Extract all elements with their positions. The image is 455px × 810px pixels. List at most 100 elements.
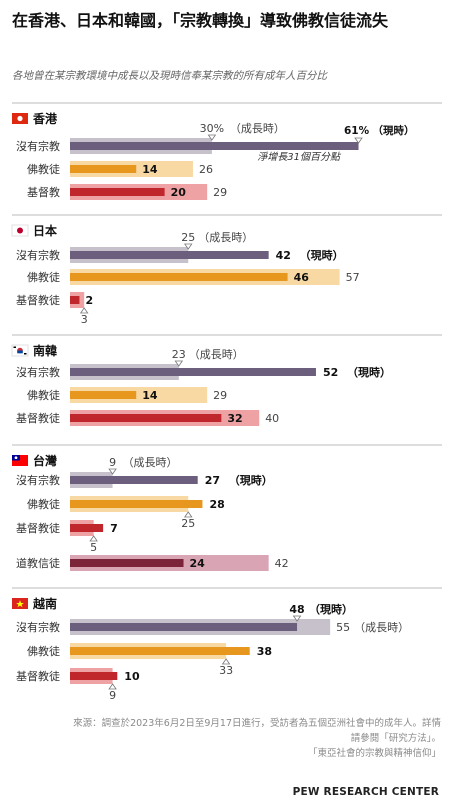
group-kr-row-1-category-label: 佛教徒 xyxy=(27,388,60,402)
flag-tw-icon-sun xyxy=(14,456,18,460)
source-line-1: 來源：調查於2023年6月2日至9月17日進行，受訪者為五個亞洲社會中的成年人。… xyxy=(73,718,441,729)
group-hk-row-0-raised-marker xyxy=(207,134,217,141)
group-tw-row-0-category-label: 沒有宗教 xyxy=(16,473,60,487)
group-vn-row-1-current-value: 38 xyxy=(257,645,272,658)
group-tw-row-2-current-value: 7 xyxy=(110,522,118,535)
group-hk-row-1-category-label: 佛教徒 xyxy=(27,162,60,176)
flag-kr-icon-trigram xyxy=(24,353,27,355)
group-vn-row-0-current-bar xyxy=(70,623,298,631)
group-jp-row-2-current-bar xyxy=(70,296,80,304)
group-jp-row-1-current-bar xyxy=(70,273,288,281)
group-kr-row-0-raised-value: 23 xyxy=(172,348,186,361)
group-tw-row-3-raised-value: 42 xyxy=(275,557,289,570)
group-tw-row-2-raised-marker xyxy=(89,535,98,542)
group-jp-row-0-raised-value: 25 xyxy=(181,231,195,244)
group-kr-row-1-raised-value: 29 xyxy=(213,389,227,402)
group-tw-row-2-category-label: 基督教徒 xyxy=(16,521,60,535)
group-tw-row-1-current-bar xyxy=(70,500,203,508)
group-tw-row-3-category-label: 道教信徒 xyxy=(16,556,60,570)
group-vn-row-2-current-value: 10 xyxy=(124,670,140,683)
group-vn-row-0-raised-tag: （成長時） xyxy=(354,621,409,634)
group-hk-row-1-current-bar xyxy=(70,165,137,173)
group-hk-row-0-raised-value: 30% xyxy=(200,122,224,135)
group-vn-row-0-current-marker xyxy=(292,615,302,622)
group-vn-row-0-current-tag: （現時） xyxy=(309,602,353,616)
flag-hk-icon-flower xyxy=(17,115,23,122)
group-jp-row-2-current-value: 2 xyxy=(85,294,93,307)
group-vn-label: 越南 xyxy=(32,596,57,611)
group-hk-row-0-current-marker xyxy=(354,137,363,144)
group-tw-row-0-raised-marker xyxy=(108,468,117,475)
group-hk-row-2-raised-value: 29 xyxy=(213,186,227,199)
group-tw-row-1-current-value: 28 xyxy=(209,498,224,511)
group-vn-row-2-raised-marker xyxy=(108,683,117,690)
group-kr-row-0-current-tag: （現時） xyxy=(347,365,391,379)
group-tw-row-2-raised-value: 5 xyxy=(90,541,97,554)
group-jp-row-0-raised-marker xyxy=(183,243,193,250)
group-tw-row-1-category-label: 佛教徒 xyxy=(27,497,60,511)
group-tw-row-2-current-bar xyxy=(70,524,104,532)
group-jp-row-0-current-tag: （現時） xyxy=(300,248,344,262)
brand-logo-text: PEW RESEARCH CENTER xyxy=(292,786,439,798)
group-vn-row-1-category-label: 佛教徒 xyxy=(27,644,60,658)
group-vn-row-0-raised-value: 55 xyxy=(336,621,350,634)
group-vn-row-1-current-bar xyxy=(70,647,250,655)
group-tw-row-0-current-tag: （現時） xyxy=(229,473,273,487)
group-kr-row-2-current-value: 32 xyxy=(227,412,242,425)
chart-subtitle: 各地曾在某宗教環境中成長以及現時信奉某宗教的所有成年人百分比 xyxy=(12,70,327,82)
group-jp-row-0-current-value: 42 xyxy=(276,249,291,262)
group-kr-row-0-raised-tag: （成長時） xyxy=(189,348,244,361)
group-jp-row-2-category-label: 基督教徒 xyxy=(16,293,60,307)
group-kr-row-2-raised-value: 40 xyxy=(265,412,279,425)
group-vn-row-2-category-label: 基督教徒 xyxy=(16,669,60,683)
flag-jp-icon-sun xyxy=(17,227,23,234)
group-tw-row-3-current-value: 24 xyxy=(190,557,206,570)
group-tw-row-0-raised-tag: （成長時） xyxy=(123,456,178,469)
group-vn-row-1-raised-value: 33 xyxy=(219,664,233,677)
group-jp-row-2-raised-marker xyxy=(79,307,89,314)
group-hk-label: 香港 xyxy=(32,111,58,126)
group-kr-row-2-category-label: 基督教徒 xyxy=(16,411,60,425)
group-hk-row-0-current-value: 61% xyxy=(344,125,370,137)
group-tw-row-1-raised-value: 25 xyxy=(181,517,195,530)
group-jp-row-1-raised-value: 57 xyxy=(346,271,360,284)
group-jp-row-0-raised-tag: （成長時） xyxy=(198,231,253,244)
group-jp-label: 日本 xyxy=(33,223,57,238)
group-tw-row-0-current-value: 27 xyxy=(205,474,220,487)
source-note: 來源：調查於2023年6月2日至9月17日進行，受訪者為五個亞洲社會中的成年人。… xyxy=(21,716,441,761)
source-line-2: 請參閱「研究方法」。 xyxy=(350,733,441,744)
group-hk-row-1-raised-value: 26 xyxy=(199,163,213,176)
group-hk-row-2-category-label: 基督教 xyxy=(27,185,60,199)
group-hk-row-0-current-tag: （現時） xyxy=(373,124,415,137)
group-hk-row-2-current-bar xyxy=(70,188,165,196)
group-hk-row-2-current-value: 20 xyxy=(171,186,187,199)
group-hk-row-0-raised-tag: （成長時） xyxy=(230,122,285,135)
group-kr-row-0-current-value: 52 xyxy=(323,366,338,379)
group-jp-row-0-category-label: 沒有宗教 xyxy=(16,248,60,262)
group-hk-row-1-current-value: 14 xyxy=(142,163,158,176)
group-jp-row-0-current-bar xyxy=(70,251,269,259)
group-kr-row-0-raised-marker xyxy=(174,360,184,367)
chart-title: 在香港、日本和韓國，「宗教轉換」導致佛教信徒流失 xyxy=(12,11,389,30)
group-vn-row-2-current-bar xyxy=(70,672,118,680)
group-tw-label: 台灣 xyxy=(33,453,57,468)
group-kr-row-0-category-label: 沒有宗教 xyxy=(16,365,60,379)
group-vn-row-0-current-value: 48 xyxy=(289,603,304,616)
group-kr-row-1-current-value: 14 xyxy=(142,389,158,402)
group-kr-row-1-current-bar xyxy=(70,391,137,399)
group-jp-row-2-raised-value: 3 xyxy=(81,313,88,326)
group-kr-label: 南韓 xyxy=(33,343,57,358)
group-tw-row-0-raised-value: 9 xyxy=(109,456,116,469)
flag-kr-icon-trigram xyxy=(13,346,16,348)
group-tw-row-3-current-bar xyxy=(70,559,184,567)
group-vn-row-1-raised-marker xyxy=(221,658,231,665)
group-kr-row-0-current-bar xyxy=(70,368,316,376)
group-tw-row-0-current-bar xyxy=(70,476,198,484)
group-vn-row-0-category-label: 沒有宗教 xyxy=(16,620,60,634)
hk-net-gain-annotation: 淨增長31個百分點 xyxy=(257,151,342,163)
group-tw-row-1-raised-marker xyxy=(183,511,193,518)
source-line-3: 「東亞社會的宗教與精神信仰」 xyxy=(307,748,441,759)
group-jp-row-1-current-value: 46 xyxy=(294,271,310,284)
flag-kr-icon-taegeuk-low xyxy=(17,350,23,354)
